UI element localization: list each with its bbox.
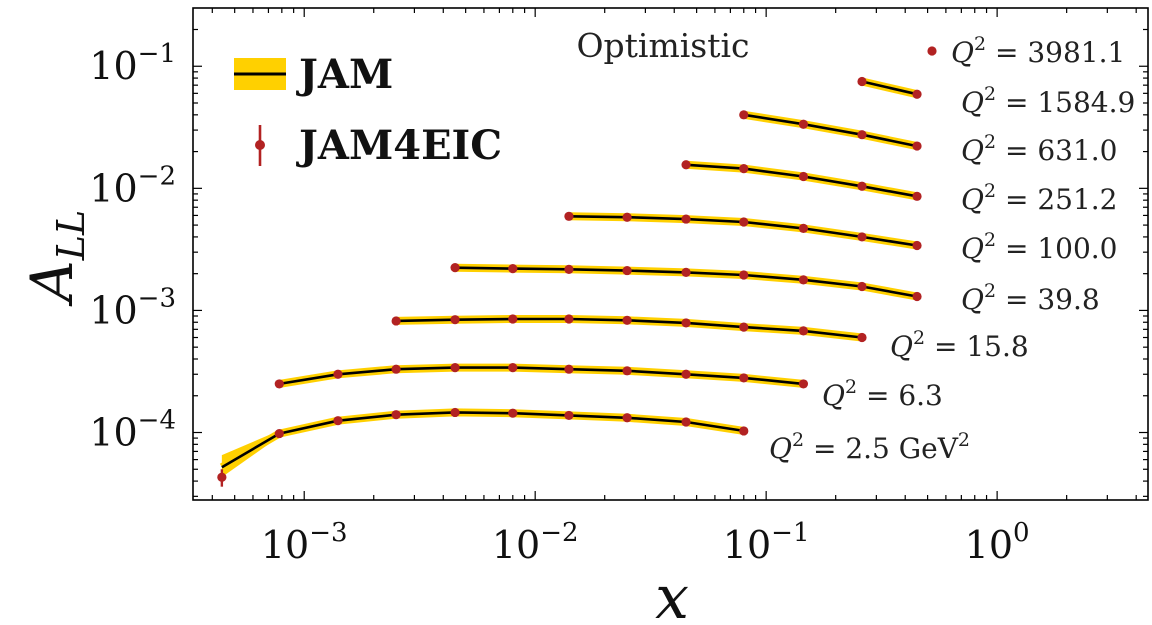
data-point [217, 472, 227, 482]
data-point [857, 76, 867, 87]
data-point [450, 315, 460, 325]
data-point [508, 363, 518, 373]
curve-label: Q2 = 100.0 [961, 229, 1117, 265]
legend-label: JAM4EIC [296, 122, 502, 169]
data-point [912, 141, 922, 151]
data-point [622, 366, 632, 376]
data-point [739, 426, 749, 436]
y-tick-label: 10−3 [89, 283, 176, 332]
x-tick-label: 100 [965, 518, 1030, 567]
data-point [391, 364, 401, 374]
data-point [391, 410, 401, 420]
data-point [857, 332, 867, 343]
jam-line [279, 366, 804, 386]
data-point [857, 130, 867, 140]
data-point [450, 263, 460, 273]
data-point [450, 407, 460, 418]
data-point [564, 314, 574, 324]
curve-label: Q2 = 3981.1 [951, 33, 1125, 69]
jam-line [221, 411, 744, 469]
jam-line [743, 113, 918, 148]
data-point [564, 364, 574, 374]
plot-frame [192, 7, 1149, 501]
data-point [912, 89, 922, 99]
data-point [798, 171, 809, 182]
data-point [798, 223, 809, 233]
curve-label: Q2 = 631.0 [961, 131, 1117, 167]
data-point [857, 281, 867, 292]
data-point [564, 264, 574, 274]
curve-label: Q2 = 39.8 [961, 280, 1100, 316]
data-point [622, 265, 632, 276]
data-point [622, 413, 632, 423]
curve-label: Q2 = 1584.9 [961, 83, 1135, 119]
x-axis-label: x [655, 563, 689, 625]
legend-point-swatch [255, 140, 265, 150]
data-point [798, 379, 809, 389]
data-point [333, 369, 343, 379]
data-point [681, 318, 691, 328]
data-point [274, 428, 284, 439]
data-point [681, 214, 691, 224]
data-point [681, 369, 691, 379]
x-tick-label: 10−2 [492, 518, 579, 567]
data-point [739, 217, 749, 227]
curve-label: Q2 = 251.2 [961, 180, 1117, 216]
data-point [564, 211, 574, 221]
data-point [798, 119, 809, 129]
data-point [333, 416, 343, 426]
data-point [622, 212, 632, 222]
x-tick-label: 10−3 [261, 518, 348, 567]
data-point [564, 410, 574, 421]
data-point [450, 363, 460, 373]
data-point [739, 373, 749, 383]
data-point [508, 264, 518, 274]
data-point [508, 408, 518, 418]
y-tick-label: 10−4 [89, 406, 176, 455]
data-point [681, 417, 691, 427]
data-point [681, 267, 691, 277]
data-point [739, 110, 749, 120]
series-layer [217, 76, 922, 487]
jam-line [861, 80, 918, 96]
curve-label: Q2 = 6.3 [822, 376, 943, 412]
data-point [739, 164, 749, 174]
data-point [391, 316, 401, 326]
axes-frame: 10−3 10−2 10−1 100 10−4 10−3 10−2 10−1 x ALL [18, 7, 1149, 625]
data-point [798, 326, 809, 336]
curve-label: Q2 = 15.8 [890, 327, 1029, 363]
data-point [857, 232, 867, 242]
x-tick-label: 10−1 [723, 518, 810, 567]
data-point [927, 46, 937, 56]
data-point [739, 270, 749, 280]
data-point [912, 240, 922, 251]
y-axis-label: ALL [18, 210, 93, 307]
data-point [508, 314, 518, 324]
y-tick-label: 10−1 [89, 39, 176, 88]
legend-label: JAM [296, 51, 393, 98]
data-point [739, 322, 749, 332]
data-point [912, 291, 922, 302]
chart-title: Optimistic [576, 26, 749, 65]
data-point [681, 160, 691, 170]
data-point [622, 315, 632, 325]
legend: JAM JAM4EIC [234, 51, 502, 169]
data-point [857, 181, 867, 191]
y-tick-label: 10−2 [89, 161, 176, 210]
data-point [274, 379, 284, 389]
data-point [798, 275, 809, 285]
curve-label: Q2 = 2.5 GeV2 [769, 429, 970, 465]
curve-labels: Q2 = 2.5 GeV2 Q2 = 6.3 Q2 = 15.8 Q2 = 39.8 Q… [769, 33, 1135, 465]
data-point [912, 191, 922, 201]
